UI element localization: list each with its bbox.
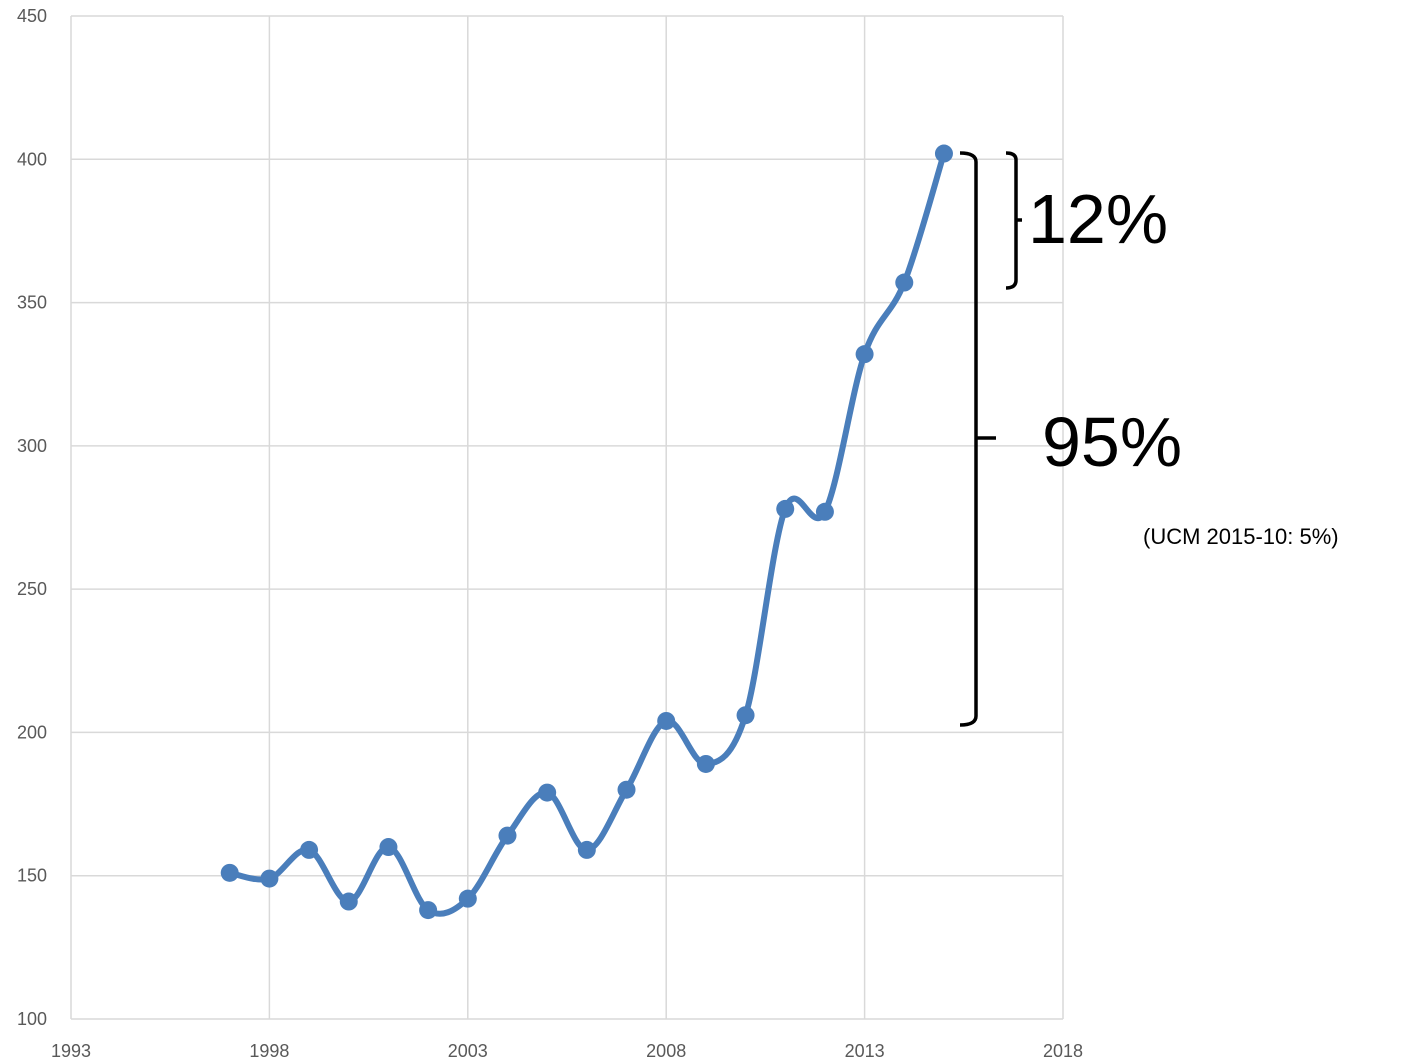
marker — [815, 502, 834, 521]
y-tick-label: 200 — [17, 722, 47, 742]
marker — [855, 345, 874, 364]
x-tick-label: 2003 — [448, 1041, 488, 1061]
marker — [458, 889, 477, 908]
annotation: 12% — [1028, 180, 1168, 258]
bracket-95 — [959, 151, 996, 727]
y-tick-label: 350 — [17, 293, 47, 313]
marker — [419, 901, 438, 920]
y-tick-label: 300 — [17, 436, 47, 456]
marker — [220, 863, 239, 882]
y-tick-label: 400 — [17, 149, 47, 169]
annotation: 95% — [1042, 403, 1182, 481]
x-tick-label: 1993 — [51, 1041, 91, 1061]
x-tick-label: 2013 — [845, 1041, 885, 1061]
marker — [617, 780, 636, 799]
annotation: (UCM 2015-10: 5%) — [1143, 524, 1339, 549]
marker — [379, 838, 398, 857]
bracket-12 — [1005, 151, 1022, 290]
marker — [776, 499, 795, 518]
marker — [538, 783, 557, 802]
marker — [260, 869, 279, 888]
marker — [895, 273, 914, 292]
marker — [696, 754, 715, 773]
marker — [498, 826, 517, 845]
x-tick-label: 2018 — [1043, 1041, 1083, 1061]
y-tick-label: 150 — [17, 866, 47, 886]
marker — [577, 840, 596, 859]
marker — [736, 706, 755, 725]
y-tick-label: 100 — [17, 1009, 47, 1029]
marker — [934, 144, 953, 163]
marker — [657, 711, 676, 730]
y-tick-label: 250 — [17, 579, 47, 599]
line — [229, 152, 947, 917]
x-tick-label: 2008 — [646, 1041, 686, 1061]
marker — [300, 840, 319, 859]
x-tick-label: 1998 — [249, 1041, 289, 1061]
y-tick-label: 450 — [17, 6, 47, 26]
marker — [339, 892, 358, 911]
